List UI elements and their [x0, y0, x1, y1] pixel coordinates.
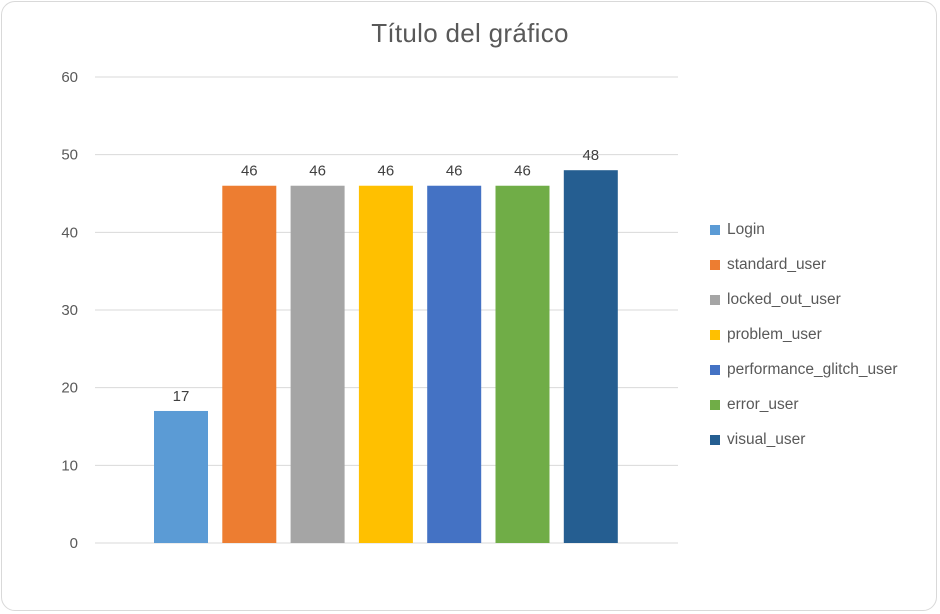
data-label: 17: [173, 388, 190, 405]
bar-performance-glitch-user[interactable]: [427, 185, 482, 543]
data-label: 46: [309, 163, 326, 180]
legend-item[interactable]: visual_user: [710, 422, 935, 457]
data-label: 46: [514, 163, 531, 180]
legend-swatch: [710, 259, 720, 270]
bar-problem-user[interactable]: [358, 185, 413, 543]
legend-swatch: [710, 329, 720, 340]
legend-label: visual_user: [727, 430, 806, 448]
y-tick-label: 0: [70, 535, 78, 552]
y-tick-label: 10: [61, 457, 78, 474]
data-label: 46: [378, 163, 395, 180]
legend-item[interactable]: performance_glitch_user: [710, 352, 935, 387]
legend-label: problem_user: [727, 325, 822, 343]
legend-swatch: [710, 224, 720, 235]
bar-standard-user[interactable]: [222, 185, 277, 543]
legend-label: locked_out_user: [727, 290, 841, 308]
legend-item[interactable]: error_user: [710, 387, 935, 422]
legend-item[interactable]: Login: [710, 212, 935, 247]
data-label: 46: [446, 163, 463, 180]
legend-label: standard_user: [727, 255, 827, 273]
y-tick-label: 30: [61, 302, 78, 319]
legend-label: error_user: [727, 395, 799, 413]
bar-locked-out-user[interactable]: [290, 185, 345, 543]
y-tick-label: 20: [61, 380, 78, 397]
y-tick-label: 50: [61, 147, 78, 164]
y-tick-label: 40: [61, 224, 78, 241]
data-label: 48: [582, 147, 599, 164]
legend-swatch: [710, 364, 720, 375]
legend-label: performance_glitch_user: [727, 360, 898, 378]
legend-label: Login: [727, 220, 765, 238]
bar-visual-user[interactable]: [563, 170, 618, 543]
legend-item[interactable]: problem_user: [710, 317, 935, 352]
legend-swatch: [710, 399, 720, 410]
legend-swatch: [710, 294, 720, 305]
chart-title: Título del gráfico: [371, 18, 569, 48]
y-tick-label: 60: [61, 69, 78, 86]
bar-error-user[interactable]: [495, 185, 550, 543]
legend-item[interactable]: locked_out_user: [710, 282, 935, 317]
data-label: 46: [241, 163, 258, 180]
legend-item[interactable]: standard_user: [710, 247, 935, 282]
legend-swatch: [710, 434, 720, 445]
bar-login[interactable]: [154, 410, 208, 543]
